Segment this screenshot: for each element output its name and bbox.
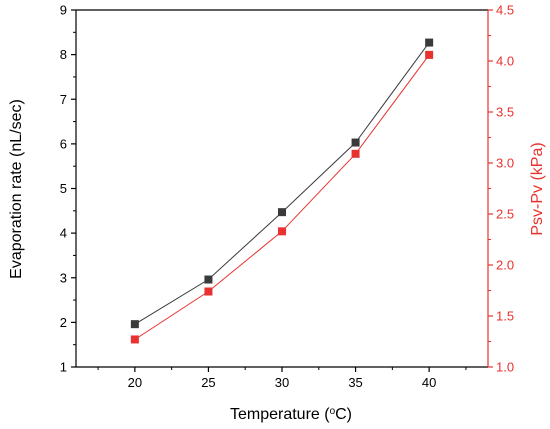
y-left-tick-label: 4	[60, 226, 67, 241]
x-axis-title: Temperature (oC)	[230, 406, 352, 424]
x-axis-title-superscript: o	[330, 406, 336, 417]
y-right-tick-label: 4.0	[496, 54, 514, 69]
series-1-point	[278, 227, 286, 236]
series-0-point	[130, 320, 139, 329]
series-layer	[130, 38, 434, 344]
y-right-tick-label: 2.0	[496, 258, 514, 273]
y-axis-left-title: Evaporation rate (nL/sec)	[8, 99, 25, 279]
series-1-point	[351, 149, 360, 158]
series-1-point	[130, 335, 139, 344]
y-left-tick-label: 5	[60, 181, 67, 196]
x-tick-label: 35	[348, 375, 362, 390]
y-left-tick-label: 1	[60, 360, 67, 375]
y-left-tick-label: 6	[60, 136, 67, 151]
y-right-tick-label: 3.5	[496, 105, 514, 120]
y-left-tick-label: 3	[60, 270, 67, 285]
series-0-line	[134, 42, 430, 325]
x-tick-label: 40	[422, 375, 436, 390]
y-right-tick-label: 1.0	[496, 360, 514, 375]
x-tick-label: 30	[275, 375, 289, 390]
series-0-point	[278, 208, 286, 217]
y-right-tick-label: 1.5	[496, 309, 514, 324]
x-tick-label: 25	[201, 375, 215, 390]
y-left-tick-label: 2	[60, 315, 67, 330]
y-right-tick-label: 2.5	[496, 207, 514, 222]
x-axis-ticks: 20 25 30 35 40	[97, 367, 467, 390]
x-tick-label: 20	[128, 375, 142, 390]
y-axis-left-ticks: 1 2 3 4 5 6 7 8 9	[60, 3, 76, 375]
y-right-tick-label: 4.5	[496, 3, 514, 18]
series-0-point	[204, 275, 213, 284]
series-1-point	[204, 287, 213, 296]
series-0-point	[425, 38, 434, 47]
y-axis-right-ticks: 1.0 1.5 2.0 2.5 3.0 3.5 4.0 4.5	[488, 3, 514, 375]
y-axis-right-title: Psv-Pv (kPa)	[529, 142, 546, 235]
plot-frame	[75, 9, 489, 368]
series-0-point	[351, 138, 360, 147]
y-left-tick-label: 8	[60, 47, 67, 62]
y-right-tick-label: 3.0	[496, 156, 514, 171]
y-left-tick-label: 9	[60, 3, 67, 18]
y-left-tick-label: 7	[60, 92, 67, 107]
series-1-point	[425, 50, 434, 59]
